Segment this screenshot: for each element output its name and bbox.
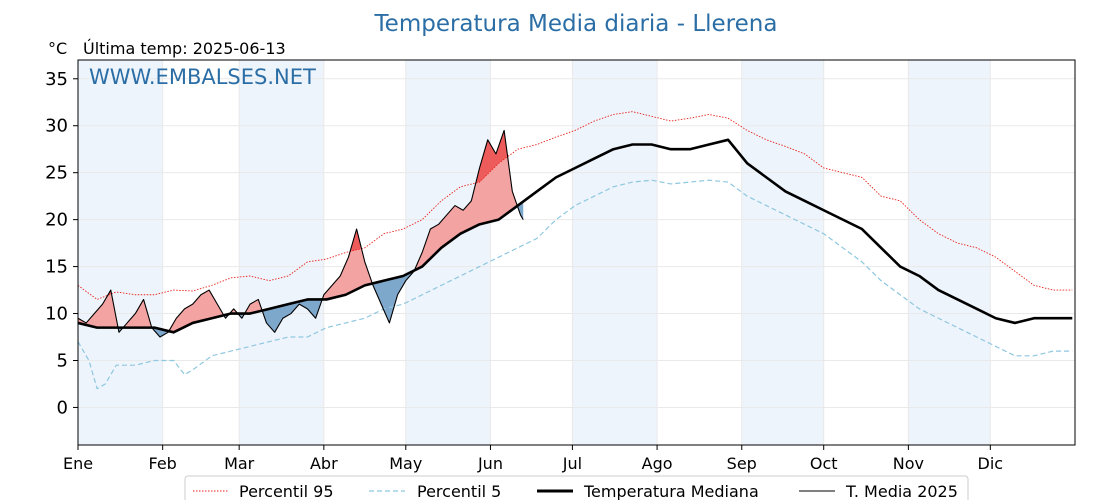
legend: Percentil 95 Percentil 5 Temperatura Med… xyxy=(184,475,969,500)
extreme-fill-2 xyxy=(476,130,507,183)
y-axis-unit: °C xyxy=(48,39,67,58)
x-tick-label-May: May xyxy=(389,454,422,473)
anomaly-fill-2 xyxy=(123,299,152,328)
y-tick-label-10: 10 xyxy=(45,304,68,325)
y-tick-label-30: 30 xyxy=(45,116,68,137)
month-shade-Nov xyxy=(908,60,991,445)
month-shading xyxy=(78,60,991,445)
extreme-fill-1 xyxy=(351,229,361,252)
x-tick-label-Oct: Oct xyxy=(810,454,838,473)
y-axis: 0 5 10 15 20 25 30 35 xyxy=(45,69,78,418)
x-tick-label-Jul: Jul xyxy=(562,454,582,473)
series-line-3 xyxy=(77,129,524,338)
grid-lines xyxy=(77,60,1075,445)
anomaly-fill-4 xyxy=(169,290,223,333)
x-tick-label-Abr: Abr xyxy=(310,454,338,473)
series-line-0 xyxy=(77,111,1073,300)
anomaly-fill-10 xyxy=(322,229,372,300)
month-shade-Jul xyxy=(572,60,658,445)
series-line-2 xyxy=(77,138,1073,334)
series-line-1 xyxy=(77,179,1073,390)
plot-frame xyxy=(77,59,1076,446)
anomaly-fill-0 xyxy=(78,290,118,328)
x-tick-label-Jun: Jun xyxy=(477,454,503,473)
x-tick-label-Ago: Ago xyxy=(642,454,673,473)
series-lines xyxy=(77,111,1073,390)
legend-label-current: T. Media 2025 xyxy=(845,482,958,500)
month-shade-Sep xyxy=(741,60,824,445)
x-axis: Ene Feb Mar Abr May Jun Jul Ago Sep Oct Nov Dic xyxy=(63,445,1003,473)
last-temp-label: Última temp: 2025-06-13 xyxy=(83,39,286,58)
y-tick-label-20: 20 xyxy=(45,210,68,231)
anomaly-fill-8 xyxy=(244,299,262,314)
legend-label-median: Temperatura Mediana xyxy=(583,482,759,500)
anomaly-fill-3 xyxy=(153,327,169,338)
y-tick-label-5: 5 xyxy=(57,350,68,371)
legend-label-p95: Percentil 95 xyxy=(239,482,334,500)
y-tick-label-0: 0 xyxy=(57,397,68,418)
month-shade-Mar xyxy=(239,60,324,445)
watermark: WWW.EMBALSES.NET xyxy=(89,65,316,89)
x-tick-label-Sep: Sep xyxy=(727,454,757,473)
month-shade-Ene xyxy=(78,60,163,445)
x-tick-label-Mar: Mar xyxy=(224,454,255,473)
y-tick-label-35: 35 xyxy=(45,69,68,90)
legend-box xyxy=(184,475,969,500)
y-tick-label-25: 25 xyxy=(45,163,68,184)
x-tick-label-Feb: Feb xyxy=(149,454,177,473)
x-tick-label-Dic: Dic xyxy=(978,454,1004,473)
x-tick-label-Nov: Nov xyxy=(893,454,924,473)
legend-label-p5: Percentil 5 xyxy=(417,482,501,500)
chart-title: Temperatura Media diaria - Llerena xyxy=(374,11,778,37)
y-tick-label-15: 15 xyxy=(45,257,68,278)
month-shade-May xyxy=(405,60,491,445)
x-tick-label-Ene: Ene xyxy=(63,454,93,473)
